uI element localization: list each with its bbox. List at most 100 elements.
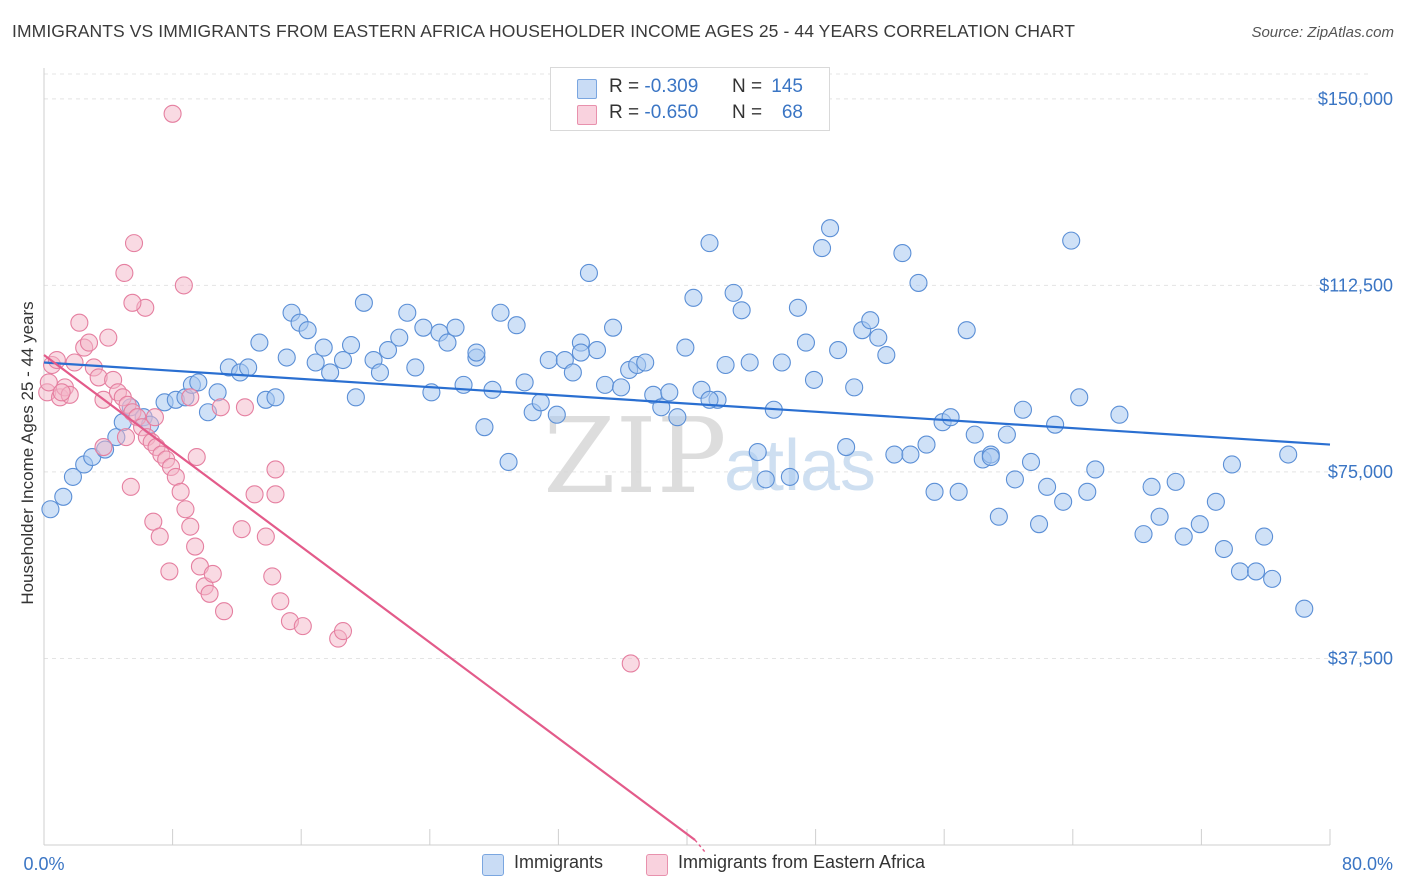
series-eastern-africa-points [38, 104, 640, 673]
point-immigrants [1134, 525, 1153, 544]
point-immigrants [780, 467, 799, 486]
point-immigrants [756, 470, 775, 489]
point-immigrants [563, 363, 582, 382]
trend-line-immigrants [43, 361, 1331, 446]
chart-title: IMMIGRANTS VS IMMIGRANTS FROM EASTERN AF… [12, 21, 1076, 41]
point-eastern-africa [160, 562, 179, 581]
point-immigrants [700, 234, 719, 253]
legend-n-label: N = [732, 102, 763, 123]
point-immigrants [239, 358, 258, 377]
point-eastern-africa [163, 104, 182, 123]
point-eastern-africa [203, 564, 222, 583]
point-immigrants [1013, 400, 1033, 419]
point-immigrants [1046, 415, 1065, 434]
point-immigrants [587, 341, 607, 360]
point-immigrants [491, 303, 510, 322]
point-immigrants [636, 353, 655, 372]
trend-line-eastern-africa-extension [694, 839, 706, 853]
bottom-legend-label-immigrants: Immigrants [514, 852, 604, 872]
point-immigrants [1070, 388, 1089, 407]
point-immigrants [208, 383, 227, 402]
point-immigrants [499, 452, 518, 472]
trend-lines [43, 354, 1331, 853]
point-immigrants [893, 244, 912, 263]
bottom-legend-swatch-immigrants [482, 854, 504, 876]
point-immigrants [571, 343, 590, 362]
point-immigrants [531, 393, 550, 412]
point-eastern-africa [176, 500, 195, 519]
bottom-legend-swatch-eastern-africa [646, 854, 668, 876]
point-immigrants [1255, 527, 1274, 546]
watermark-zip: ZIP [543, 395, 726, 517]
y-tick-label: $75,000 [1328, 462, 1393, 482]
point-immigrants [861, 311, 880, 330]
legend-swatch-eastern-africa [577, 105, 597, 125]
legend-n-label: N = [732, 76, 763, 97]
legend-n-value: 145 [771, 76, 803, 97]
point-immigrants [957, 321, 976, 340]
point-immigrants [189, 373, 208, 392]
point-immigrants [1086, 460, 1105, 479]
point-immigrants [446, 318, 465, 337]
point-eastern-africa [200, 584, 219, 603]
point-immigrants [438, 333, 457, 352]
point-immigrants [748, 442, 767, 462]
legend-r-label: R = [609, 102, 640, 123]
point-eastern-africa [124, 234, 144, 253]
point-immigrants [547, 405, 566, 424]
point-immigrants [604, 318, 623, 337]
point-immigrants [346, 388, 365, 407]
legend-r-immigrants: R = -0.309 [609, 76, 698, 98]
point-immigrants [406, 358, 425, 377]
point-eastern-africa [266, 460, 285, 479]
point-immigrants [1206, 492, 1225, 511]
point-immigrants [1142, 477, 1161, 496]
legend-r-eastern-africa: R = -0.650 [609, 102, 698, 124]
legend-r-label: R = [609, 76, 640, 97]
point-eastern-africa [115, 263, 134, 283]
point-immigrants [1174, 527, 1193, 546]
point-immigrants [788, 298, 807, 317]
point-immigrants [821, 219, 840, 238]
point-eastern-africa [235, 398, 254, 417]
point-immigrants [390, 328, 409, 347]
axis-labels: $37,500 $75,000 $112,500 $150,000 0.0% 80.0% H… [18, 89, 1393, 874]
point-immigrants [314, 338, 333, 357]
series-immigrants-points [41, 219, 1314, 618]
point-immigrants [845, 378, 864, 397]
point-immigrants [1190, 515, 1209, 534]
point-immigrants [1005, 470, 1024, 489]
point-immigrants [716, 355, 735, 375]
point-immigrants [1279, 445, 1298, 464]
point-immigrants [829, 341, 848, 360]
point-immigrants [925, 482, 944, 501]
point-immigrants [1078, 482, 1097, 501]
point-eastern-africa [94, 438, 113, 457]
point-eastern-africa [65, 353, 84, 372]
x-tick-label-min: 0.0% [23, 854, 64, 874]
point-immigrants [1230, 562, 1250, 581]
legend-n-value: 68 [781, 102, 803, 123]
point-eastern-africa [245, 485, 264, 504]
y-tick-label: $37,500 [1328, 648, 1393, 668]
point-immigrants [837, 438, 856, 457]
point-eastern-africa [79, 333, 99, 352]
point-immigrants [454, 375, 473, 394]
point-immigrants [378, 341, 398, 360]
point-immigrants [684, 288, 703, 307]
point-eastern-africa [171, 482, 190, 501]
watermark-atlas: atlas [724, 426, 876, 506]
trend-line-eastern-africa [43, 354, 696, 841]
point-immigrants [676, 338, 695, 357]
point-eastern-africa [116, 428, 136, 447]
point-immigrants [724, 283, 743, 302]
point-immigrants [414, 318, 433, 337]
point-immigrants [796, 333, 816, 352]
point-eastern-africa [144, 512, 163, 531]
point-eastern-africa [70, 313, 89, 332]
point-immigrants [869, 328, 888, 347]
point-immigrants [740, 353, 759, 372]
point-immigrants [266, 388, 285, 407]
point-immigrants [1038, 477, 1057, 496]
point-eastern-africa [150, 527, 169, 546]
